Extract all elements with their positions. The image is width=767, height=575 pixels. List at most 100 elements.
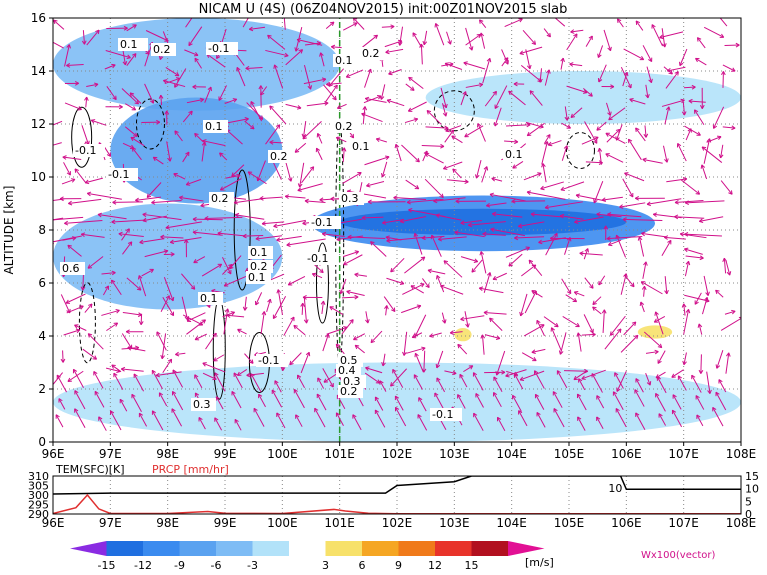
contour-label-bg <box>305 252 337 265</box>
prcp-line <box>53 493 741 514</box>
wind-vector <box>261 221 285 226</box>
surface-left-tick-label: 310 <box>28 470 49 483</box>
colorbar: -15 -12 -9 -6 -3 3 6 9 12 15 <box>70 541 545 572</box>
x-tick-label: 102E <box>382 447 413 461</box>
wind-vector <box>111 219 147 225</box>
wind-vector <box>98 416 107 431</box>
wind-vector <box>639 301 645 313</box>
wind-vector <box>725 259 732 276</box>
wind-vector <box>84 96 89 108</box>
wind-vector <box>286 238 326 247</box>
wind-vector <box>402 283 425 295</box>
wind-vector <box>530 212 562 218</box>
wind-vector <box>119 398 128 412</box>
wind-vector <box>725 352 731 374</box>
contour-label: 0.1 <box>120 38 138 51</box>
shading-region <box>425 71 741 124</box>
x-tick-label: 99E <box>214 447 237 461</box>
wind-vector <box>479 19 487 29</box>
wind-vector <box>102 285 109 296</box>
wind-vector <box>186 319 206 335</box>
wind-vector <box>335 136 347 143</box>
wind-vector <box>701 296 709 315</box>
wind-vector <box>629 97 646 105</box>
wind-vector <box>245 65 263 71</box>
wind-vector <box>635 412 646 430</box>
wind-vector <box>455 198 486 204</box>
wind-vector <box>467 221 506 228</box>
wind-vector <box>683 84 696 90</box>
wind-vector <box>684 260 691 277</box>
wind-vector <box>126 24 137 32</box>
contour-label: 0.2 <box>335 120 353 133</box>
wind-vector <box>124 126 138 137</box>
y-tick-label: 0 <box>38 435 46 449</box>
wind-vector <box>616 371 627 392</box>
wind-vector <box>160 333 167 360</box>
wind-vector <box>325 21 335 29</box>
wind-vector <box>635 127 646 142</box>
wind-vector <box>179 195 204 202</box>
wind-vector <box>162 297 175 317</box>
wind-vector <box>584 121 598 144</box>
wind-vector <box>229 255 242 270</box>
wind-vector <box>459 373 468 388</box>
wind-vector <box>365 366 383 374</box>
wind-vector <box>293 324 306 336</box>
wind-vector <box>579 251 603 256</box>
wind-vector <box>583 87 593 97</box>
wind-vector <box>112 199 143 205</box>
wind-vector <box>242 233 264 239</box>
wind-vector <box>204 86 212 103</box>
wind-vector <box>541 141 549 165</box>
wind-vector <box>404 117 419 124</box>
wind-vector <box>698 354 704 374</box>
surface-x-tick-label: 108E <box>726 516 757 530</box>
wind-vector <box>615 408 627 428</box>
wind-vector <box>490 227 525 237</box>
wind-vector <box>712 106 725 129</box>
wind-vector <box>81 30 87 45</box>
wind-vector <box>192 84 206 90</box>
wind-vector <box>375 137 387 143</box>
wind-vector <box>297 183 323 192</box>
contour-label: 0.6 <box>62 262 80 275</box>
wind-vector <box>302 295 323 300</box>
wind-vector <box>408 76 424 90</box>
wind-vector <box>297 162 305 188</box>
wind-vector <box>544 201 583 210</box>
wind-vector <box>460 315 485 322</box>
wind-vector <box>165 221 202 230</box>
wind-vector <box>536 411 546 428</box>
wind-vector <box>362 106 368 125</box>
wind-vector <box>574 216 604 224</box>
y-tick-label: 8 <box>38 223 46 237</box>
surface-right-tick-label: 10 <box>745 483 759 496</box>
wind-vector <box>592 296 602 306</box>
wind-vector <box>475 393 484 408</box>
wind-vector <box>158 392 168 407</box>
wind-vector <box>127 345 146 352</box>
wind-vector <box>237 328 247 335</box>
wind-vector <box>706 371 712 394</box>
wind-vector <box>540 181 564 191</box>
wind-vector <box>699 87 705 109</box>
colorbar-tick-label: 12 <box>428 559 442 572</box>
wind-vector <box>655 392 666 412</box>
wind-vector <box>163 251 175 257</box>
wind-vector <box>577 416 586 431</box>
wind-vector <box>684 200 725 206</box>
wind-vector <box>622 178 634 198</box>
wind-vector <box>346 289 365 297</box>
wind-vector <box>480 334 486 355</box>
surface-right-tick-label: 0 <box>745 508 752 521</box>
wind-vector <box>105 367 121 374</box>
wind-vector <box>109 410 122 431</box>
wind-vector <box>225 173 241 179</box>
wind-vector <box>118 231 144 238</box>
wind-vector <box>720 316 741 331</box>
wind-vector <box>526 122 545 137</box>
wind-vector <box>657 350 666 364</box>
wind-vector <box>494 85 508 109</box>
contour-label: 0.2 <box>153 43 171 56</box>
